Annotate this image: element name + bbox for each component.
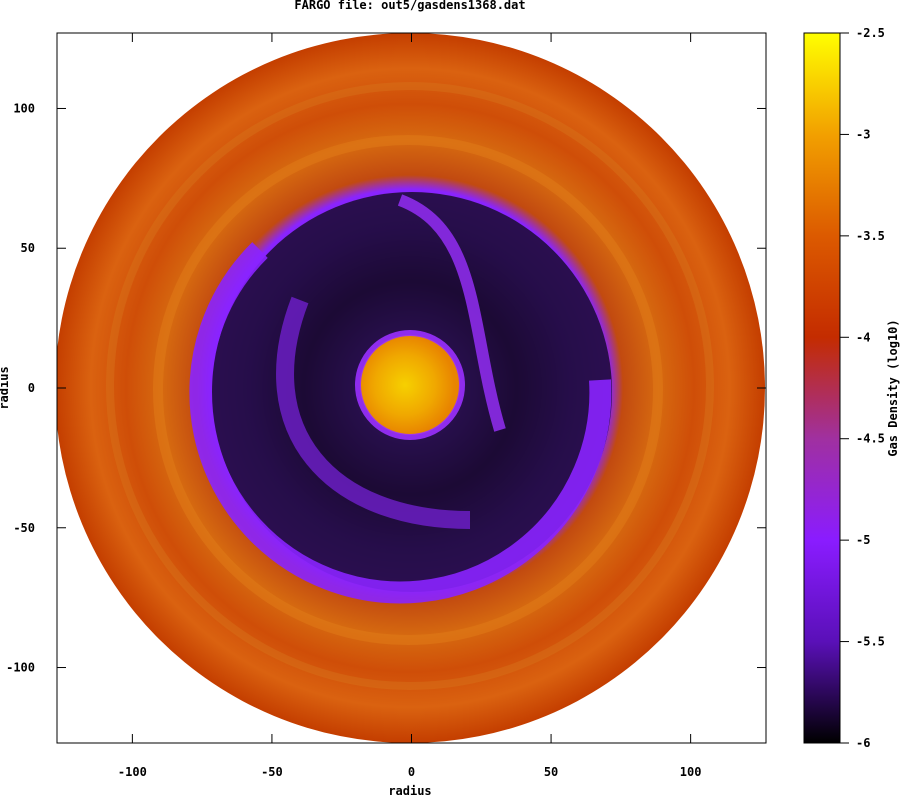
colorbar-ticks: -2.5 -3 -3.5 -4 -4.5 -5 -5.5 -6: [840, 26, 885, 750]
colorbar-tick-label: -4.5: [856, 432, 885, 446]
spiral-arm-1: [397, 194, 506, 432]
y-tick-label: -50: [13, 521, 35, 535]
gap-purple-arc: [189, 242, 612, 604]
colorbar-tick-label: -5.5: [856, 635, 885, 649]
x-tick-label: 0: [408, 765, 415, 779]
y-tick-label: 100: [13, 101, 35, 115]
colorbar-tick-label: -2.5: [856, 26, 885, 40]
colorbar-tick-label: -3.5: [856, 229, 885, 243]
y-axis-ticks: -100 -50 0 50 100: [6, 101, 766, 675]
disk-ring-bright: [153, 135, 663, 645]
inner-core-rim: [355, 330, 465, 440]
y-axis-label: radius: [0, 366, 11, 409]
inner-core: [360, 335, 460, 435]
x-axis-ticks: -100 -50 0 50 100: [118, 33, 702, 779]
x-tick-label: -100: [118, 765, 147, 779]
colorbar-tick-label: -6: [856, 736, 870, 750]
x-axis-label: radius: [388, 784, 431, 796]
chart-title: FARGO file: out5/gasdens1368.dat: [294, 0, 525, 12]
spiral-arm-2: [276, 296, 471, 529]
disk-ring-bright-2: [106, 82, 714, 690]
x-tick-label: 100: [680, 765, 702, 779]
y-tick-label: 50: [21, 241, 35, 255]
x-tick-label: -50: [261, 765, 283, 779]
density-disk: [57, 33, 765, 743]
colorbar-tick-label: -5: [856, 533, 870, 547]
y-tick-label: 0: [28, 381, 35, 395]
colorbar-label: Gas Density (log10): [886, 319, 900, 456]
colorbar-tick-label: -3: [856, 127, 870, 141]
colorbar-tick-label: -4: [856, 330, 870, 344]
colorbar: [803, 32, 841, 744]
x-tick-label: 50: [544, 765, 558, 779]
y-tick-label: -100: [6, 661, 35, 675]
